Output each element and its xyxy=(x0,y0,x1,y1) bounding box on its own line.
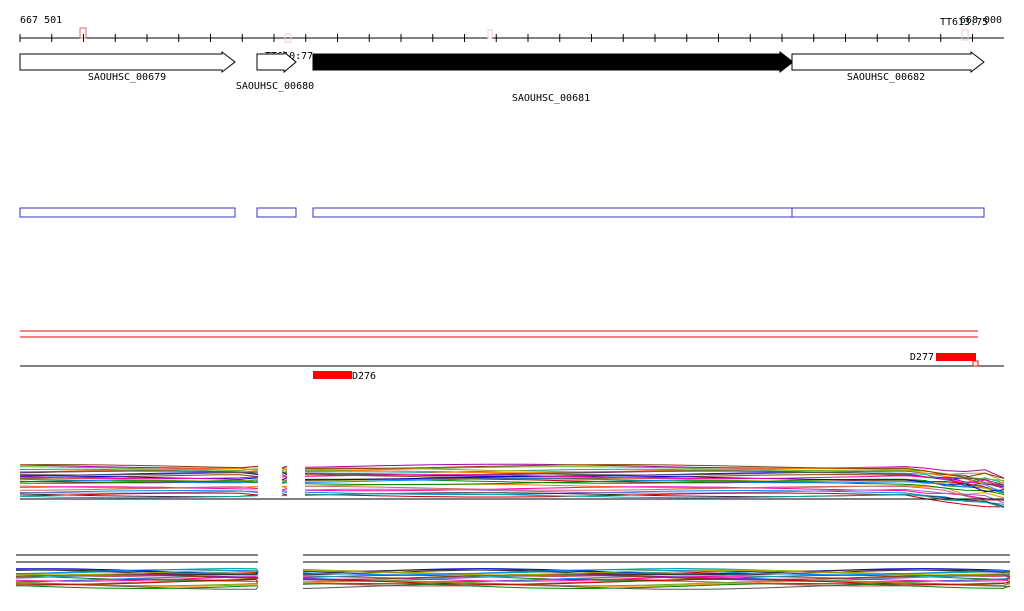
trace xyxy=(15,581,259,587)
ruler-start: 667 501 xyxy=(20,15,62,26)
trace xyxy=(302,569,1011,576)
trace xyxy=(19,492,259,497)
trace xyxy=(304,468,1005,484)
trace xyxy=(19,471,259,476)
trace xyxy=(281,488,288,491)
gene-box xyxy=(19,207,236,218)
gene-box xyxy=(791,207,985,218)
feature-label: D277 xyxy=(910,352,934,363)
trace xyxy=(20,475,259,480)
gene-box xyxy=(312,207,793,218)
trace xyxy=(281,482,288,484)
gene-label: SAOUHSC_00679 xyxy=(88,72,166,83)
trace xyxy=(281,493,288,496)
trace xyxy=(281,468,288,472)
trace xyxy=(19,480,259,484)
marker-box xyxy=(961,29,969,41)
ruler-end: 668 000 xyxy=(960,15,1002,26)
gene-label: SAOUHSC_00682 xyxy=(847,72,925,83)
trace xyxy=(305,475,1005,493)
trace xyxy=(19,464,259,469)
feature xyxy=(936,353,976,361)
trace xyxy=(19,495,259,499)
marker-label: TT613:75 xyxy=(940,17,988,28)
marker-box xyxy=(284,33,292,43)
trace xyxy=(304,478,1005,494)
trace xyxy=(304,485,1004,501)
trace xyxy=(304,464,1005,479)
trace xyxy=(281,466,288,469)
trace xyxy=(304,489,1005,505)
trace xyxy=(302,578,1011,585)
trace xyxy=(19,486,259,491)
trace xyxy=(19,486,259,490)
trace xyxy=(281,478,288,482)
trace xyxy=(302,582,1011,590)
trace xyxy=(15,569,259,575)
trace xyxy=(281,491,288,493)
trace xyxy=(302,572,1011,579)
feature xyxy=(313,371,352,379)
trace xyxy=(19,476,259,480)
trace xyxy=(281,485,288,489)
traces xyxy=(15,463,1011,590)
gene-arrow xyxy=(791,50,985,74)
trace xyxy=(302,574,1011,581)
trace xyxy=(304,474,1005,489)
trace xyxy=(302,580,1011,587)
trace xyxy=(304,468,1005,485)
trace xyxy=(304,493,1005,509)
gene-arrow xyxy=(256,50,297,74)
trace xyxy=(304,474,1005,489)
trace xyxy=(19,478,259,484)
trace xyxy=(304,488,1005,504)
trace xyxy=(19,490,258,494)
trace xyxy=(281,489,288,492)
trace xyxy=(304,486,1005,502)
marker-box xyxy=(487,29,493,39)
trace xyxy=(302,569,1011,576)
trace xyxy=(304,463,1005,479)
gene-box xyxy=(256,207,297,218)
feature xyxy=(972,360,979,367)
trace xyxy=(281,477,288,481)
trace xyxy=(281,480,288,484)
gene-label: SAOUHSC_00681 xyxy=(512,93,590,104)
genes: SAOUHSC_00679 SAOUHSC_00680 SAOUHSC_0068… xyxy=(19,50,985,104)
trace xyxy=(15,579,259,585)
gene-label: SAOUHSC_00680 xyxy=(236,81,314,92)
gene-arrow xyxy=(19,50,236,74)
trace xyxy=(19,489,259,494)
trace xyxy=(19,470,259,474)
trace xyxy=(19,479,259,484)
trace xyxy=(15,585,259,590)
gene-arrow xyxy=(312,50,794,74)
feature-label: D276 xyxy=(352,371,376,382)
trace xyxy=(19,466,259,472)
gene-boxes xyxy=(19,207,985,218)
